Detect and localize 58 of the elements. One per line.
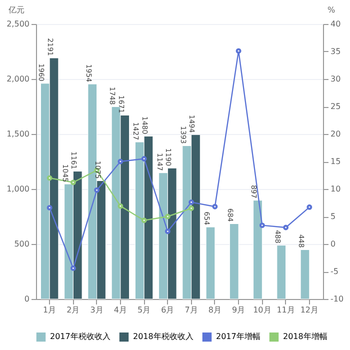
bar	[229, 224, 239, 300]
x-tick-label: 3月	[90, 306, 104, 314]
point	[188, 199, 194, 205]
point	[70, 180, 76, 186]
y2-tick-label: 35	[330, 47, 341, 56]
point	[259, 222, 265, 228]
point	[141, 156, 147, 162]
y-tick-label: 2,000	[6, 74, 30, 84]
y2-tick-label: 10	[330, 184, 341, 194]
y2-tick-label: 25	[330, 102, 341, 111]
bar	[276, 245, 286, 300]
point	[164, 214, 170, 220]
y2-axis-title: %	[328, 6, 336, 14]
x-tick-label: 6月	[161, 306, 174, 314]
bar	[206, 226, 216, 300]
y2-tick-label: 15	[330, 157, 341, 166]
y2-tick-label: 30	[330, 74, 341, 84]
y2-tick-label: -10	[330, 294, 344, 304]
point	[164, 228, 170, 234]
x-tick-label: 12月	[300, 306, 319, 314]
point	[118, 203, 124, 209]
point	[212, 204, 218, 210]
x-tick-label: 10月	[253, 306, 272, 314]
point	[306, 204, 312, 210]
point	[236, 48, 242, 54]
y2-tick-label: 0	[330, 240, 336, 248]
legend-label: 2018年税收收入	[133, 332, 194, 342]
x-tick-label: 5月	[138, 306, 151, 314]
y-axis-title: 亿元	[8, 6, 24, 14]
x-tick-label: 1月	[43, 306, 56, 314]
legend-label: 2018年增幅	[283, 332, 328, 342]
point	[118, 158, 124, 164]
bar	[300, 249, 310, 300]
point	[94, 187, 100, 193]
point	[283, 224, 289, 230]
point	[46, 175, 52, 181]
bar	[253, 200, 262, 300]
legend-label: 2017年税收收入	[50, 332, 110, 342]
y2-tick-label: -5	[330, 267, 338, 276]
x-tick-label: 4月	[114, 306, 127, 314]
y-tick-label: 500	[14, 240, 30, 248]
x-tick-label: 11月	[276, 306, 295, 314]
y2-tick-label: 5	[330, 212, 336, 221]
x-tick-label: 2月	[66, 306, 80, 314]
y2-tick-label: 40	[330, 20, 341, 28]
y-tick-label: 0	[24, 294, 30, 304]
point	[70, 265, 76, 271]
y-tick-label: 1,500	[6, 130, 30, 138]
x-tick-label: 7月	[184, 306, 198, 314]
x-tick-label: 8月	[208, 306, 222, 314]
y-tick-label: 1,000	[6, 184, 30, 194]
point	[188, 206, 194, 211]
point	[46, 204, 52, 210]
x-tick-label: 9月	[232, 306, 246, 314]
point	[141, 218, 147, 224]
y2-tick-label: 20	[330, 130, 341, 138]
y-tick-label: 2,500	[6, 20, 30, 28]
legend-label: 2017年增幅	[216, 332, 260, 342]
